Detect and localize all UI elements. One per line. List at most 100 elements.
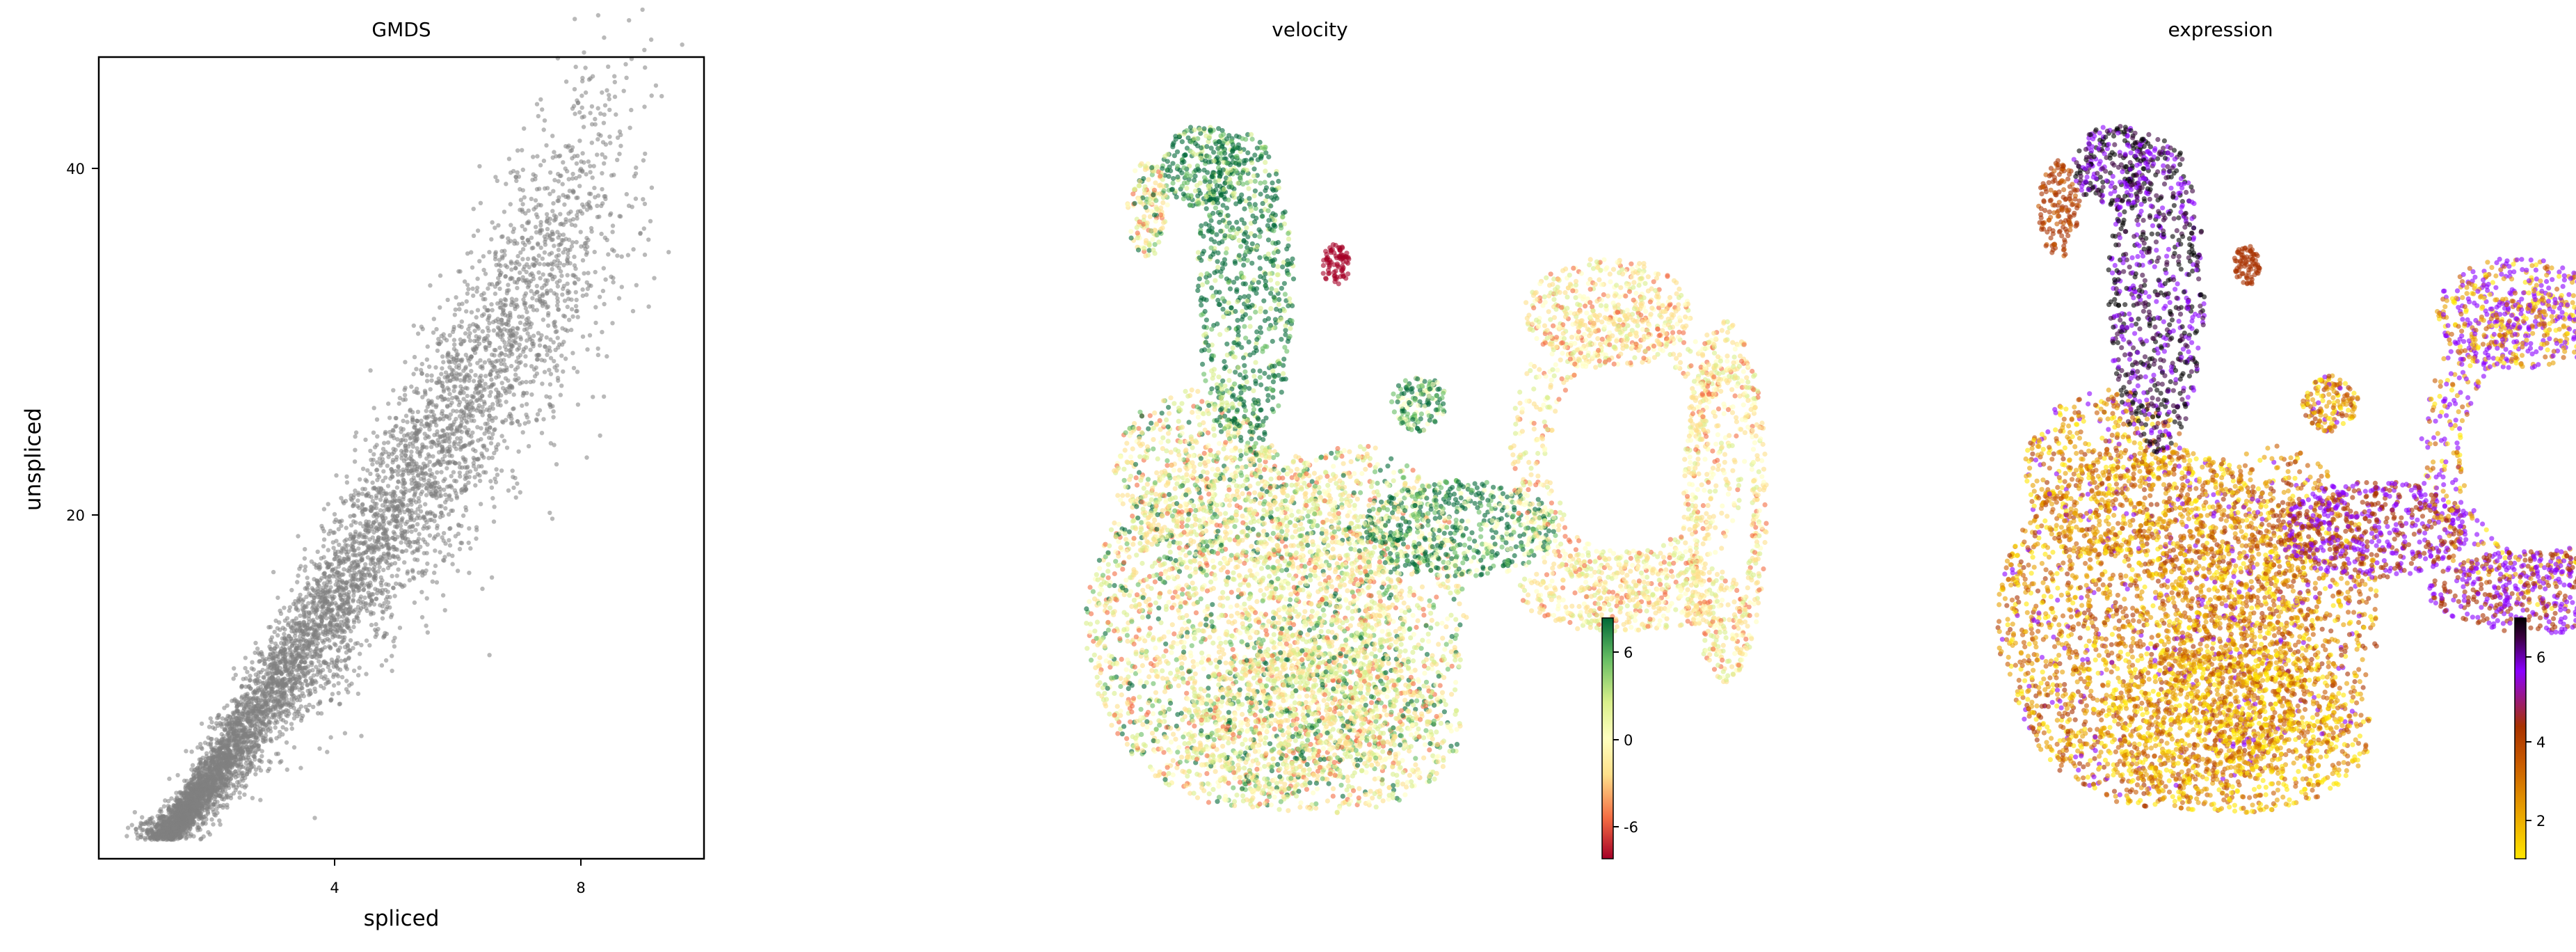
data-point (311, 622, 317, 627)
data-point (303, 568, 307, 573)
data-point (634, 165, 639, 170)
data-point (608, 141, 613, 145)
data-point (364, 519, 369, 524)
data-point (392, 594, 397, 598)
data-point (626, 203, 632, 208)
data-point (289, 652, 294, 657)
data-point (300, 681, 305, 687)
data-point (163, 798, 168, 803)
data-point (478, 358, 483, 363)
data-point (536, 113, 541, 119)
data-point (467, 338, 473, 343)
data-point (521, 297, 526, 302)
data-point (318, 587, 323, 592)
data-point (374, 502, 379, 507)
gmds-points (125, 7, 685, 842)
data-point (422, 550, 426, 556)
data-point (568, 148, 573, 154)
data-point (379, 544, 385, 550)
data-point (602, 301, 607, 307)
data-point (623, 62, 628, 67)
data-point (209, 736, 214, 742)
data-point (572, 154, 577, 159)
data-point (243, 656, 248, 660)
data-point (466, 287, 471, 292)
data-point (550, 232, 554, 237)
data-point (520, 430, 525, 435)
data-point (265, 768, 271, 774)
data-point (428, 468, 433, 473)
data-point (509, 363, 514, 369)
data-point (424, 357, 429, 362)
data-point (344, 525, 349, 530)
data-point (471, 395, 477, 399)
data-point (523, 363, 528, 368)
data-point (355, 673, 361, 678)
data-point (381, 567, 386, 573)
data-point (578, 209, 583, 214)
data-point (466, 326, 471, 332)
data-point (458, 372, 463, 377)
data-point (394, 415, 399, 421)
data-point (447, 392, 452, 397)
data-point (412, 549, 417, 554)
data-point (614, 112, 618, 117)
data-point (447, 453, 452, 458)
data-point (326, 665, 330, 669)
data-point (451, 324, 456, 330)
data-point (431, 330, 436, 335)
data-point (321, 537, 327, 542)
data-point (381, 478, 385, 484)
data-point (492, 353, 497, 358)
data-point (531, 333, 536, 338)
data-point (452, 342, 457, 347)
data-point (561, 369, 566, 374)
data-point (599, 231, 604, 237)
data-point (560, 182, 565, 187)
data-point (585, 286, 591, 292)
data-point (551, 415, 556, 420)
data-point (463, 459, 467, 464)
data-point (447, 538, 451, 543)
data-point (234, 699, 239, 704)
data-point (450, 553, 455, 558)
data-point (593, 320, 598, 326)
data-point (483, 381, 488, 386)
data-point (315, 615, 320, 620)
data-point (586, 200, 591, 205)
data-point (441, 428, 446, 434)
data-point (477, 379, 483, 385)
data-point (520, 167, 525, 173)
data-point (593, 305, 598, 310)
data-point (403, 360, 408, 365)
data-point (379, 514, 385, 518)
data-point (445, 297, 450, 303)
data-point (374, 621, 378, 627)
data-point (573, 289, 578, 295)
data-point (388, 614, 394, 619)
data-point (607, 97, 611, 102)
data-point (374, 417, 380, 422)
data-point (434, 580, 440, 585)
data-point (157, 809, 162, 814)
data-point (551, 201, 556, 206)
data-point (494, 375, 499, 380)
data-point (513, 372, 518, 377)
data-point (548, 288, 553, 293)
data-point (454, 495, 460, 500)
data-point (494, 467, 499, 472)
data-point (470, 430, 475, 435)
data-point (132, 810, 137, 815)
data-point (348, 638, 353, 643)
data-point (289, 722, 294, 727)
data-point (184, 836, 189, 841)
data-point (369, 524, 374, 529)
data-point (513, 377, 518, 382)
data-point (412, 600, 417, 605)
data-point (496, 223, 501, 228)
data-point (438, 305, 442, 310)
data-point (577, 110, 582, 115)
data-point (526, 420, 531, 425)
data-point (386, 600, 391, 605)
data-point (448, 412, 453, 417)
